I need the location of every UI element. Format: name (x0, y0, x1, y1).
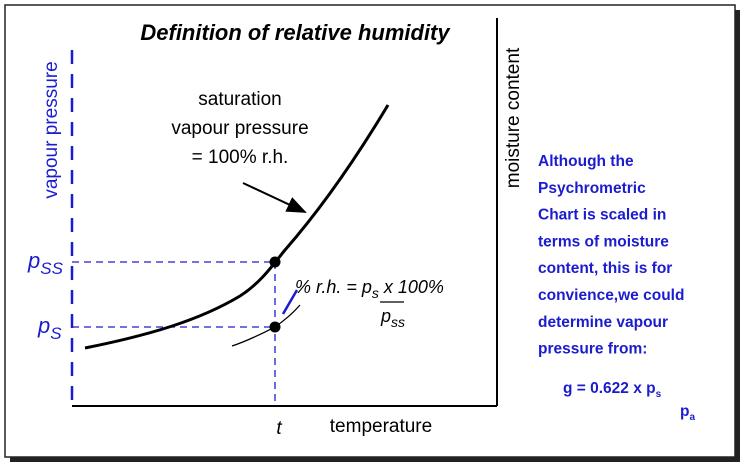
subscript: ss (391, 314, 405, 330)
note-line: determine vapour (538, 314, 668, 331)
symbol: p (380, 306, 391, 326)
note-line: terms of moisture (538, 233, 669, 250)
t-label: t (276, 418, 282, 439)
x-axis-label: temperature (330, 416, 432, 437)
note-line: Chart is scaled in (538, 207, 666, 224)
title: Definition of relative humidity (140, 20, 451, 45)
y-axis-label: vapour pressure (41, 61, 62, 198)
subscript: s (656, 389, 662, 400)
subscript: S (50, 324, 62, 343)
formula-denominator: pss (380, 306, 405, 330)
label-arrow (242, 182, 307, 213)
formula: % r.h. = ps x 100% (295, 277, 444, 301)
state-point (269, 321, 281, 333)
note-line: convience,we could (538, 287, 684, 304)
note: Although the Psychrometric Chart is scaled… (538, 153, 684, 358)
note-line: Psychrometric (538, 180, 646, 197)
frame (4, 4, 736, 458)
ps-label: pS (37, 313, 62, 343)
formula-tail: x 100% (379, 277, 444, 297)
symbol: p (361, 277, 372, 297)
subscript: SS (40, 259, 63, 278)
note-line: Although the (538, 153, 634, 170)
subscript: a (689, 412, 695, 423)
formula-lead: % r.h. = (295, 277, 362, 297)
y2-axis-label: moisture content (503, 47, 524, 188)
subscript: s (372, 285, 379, 301)
symbol: p (680, 403, 689, 420)
saturation-point (269, 256, 281, 268)
note-line: content, this is for (538, 260, 672, 277)
saturation-curve (84, 104, 390, 350)
curve-label: vapour pressure (171, 118, 308, 139)
pss-label: pSS (27, 248, 64, 278)
equation-lead: g = 0.622 x p (563, 380, 656, 397)
note-equation: g = 0.622 x ps (563, 380, 662, 400)
symbol: p (37, 313, 50, 338)
ratio-pointer (281, 289, 299, 315)
curve-label: = 100% r.h. (192, 147, 289, 168)
curve-label: saturation (198, 89, 281, 110)
note-line: pressure from: (538, 341, 647, 358)
symbol: p (27, 248, 40, 273)
note-denominator: pa (680, 403, 695, 423)
